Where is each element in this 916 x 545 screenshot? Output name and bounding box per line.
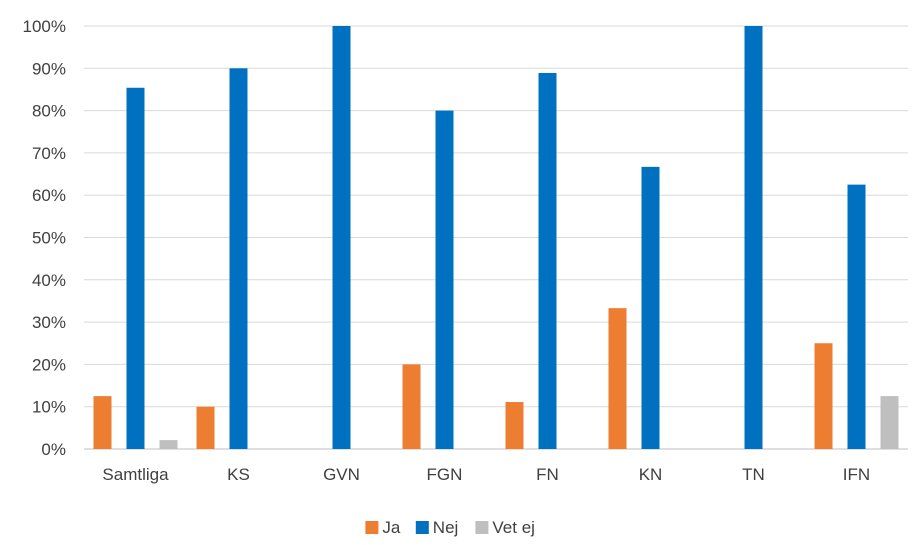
bar-vet-ej-samtliga [159, 440, 178, 449]
x-tick-label: GVN [323, 465, 360, 484]
bar-ja-samtliga [93, 396, 112, 449]
bar-vet-ej-ifn [880, 396, 899, 449]
y-tick-label: 80% [32, 102, 66, 121]
y-tick-label: 90% [32, 59, 66, 78]
legend-swatch-ja [365, 521, 379, 534]
bar-nej-samtliga [126, 87, 145, 450]
bar-nej-fgn [435, 110, 454, 449]
legend-label: Nej [433, 518, 459, 537]
x-tick-label: FN [536, 465, 559, 484]
bar-ja-ks [196, 406, 215, 449]
legend-label: Vet ej [492, 518, 535, 537]
x-tick-label: KN [639, 465, 663, 484]
x-tick-label: KS [227, 465, 250, 484]
x-tick-label: Samtliga [102, 465, 169, 484]
y-tick-label: 20% [32, 355, 66, 374]
bar-nej-tn [744, 26, 763, 449]
x-tick-label: IFN [843, 465, 870, 484]
legend-label: Ja [382, 518, 401, 537]
legend: Ja Nej Vet ej [365, 518, 535, 537]
bar-nej-gvn [332, 26, 351, 449]
bar-ja-fn [505, 402, 524, 449]
x-tick-label: TN [742, 465, 765, 484]
bar-ja-kn [608, 308, 627, 449]
y-axis: 0% 10% 20% 30% 40% 50% 60% 70% 80% 90% 100% [23, 17, 66, 459]
bars [93, 26, 899, 450]
y-tick-label: 50% [32, 229, 66, 248]
x-axis: Samtliga KS GVN FGN FN KN TN IFN [102, 465, 870, 484]
x-tick-label: FGN [427, 465, 463, 484]
y-tick-label: 30% [32, 313, 66, 332]
bar-nej-ifn [847, 184, 866, 449]
y-tick-label: 0% [41, 440, 66, 459]
y-tick-label: 60% [32, 186, 66, 205]
y-tick-label: 100% [23, 17, 66, 36]
y-tick-label: 40% [32, 271, 66, 290]
gridlines [84, 25, 908, 450]
bar-nej-ks [229, 68, 248, 450]
y-tick-label: 70% [32, 144, 66, 163]
bar-ja-fgn [402, 364, 421, 449]
bar-nej-fn [538, 72, 557, 449]
legend-swatch-nej [415, 521, 429, 534]
y-tick-label: 10% [32, 398, 66, 417]
bar-ja-ifn [814, 343, 833, 449]
bar-nej-kn [641, 166, 660, 449]
legend-swatch-vet-ej [475, 521, 489, 534]
